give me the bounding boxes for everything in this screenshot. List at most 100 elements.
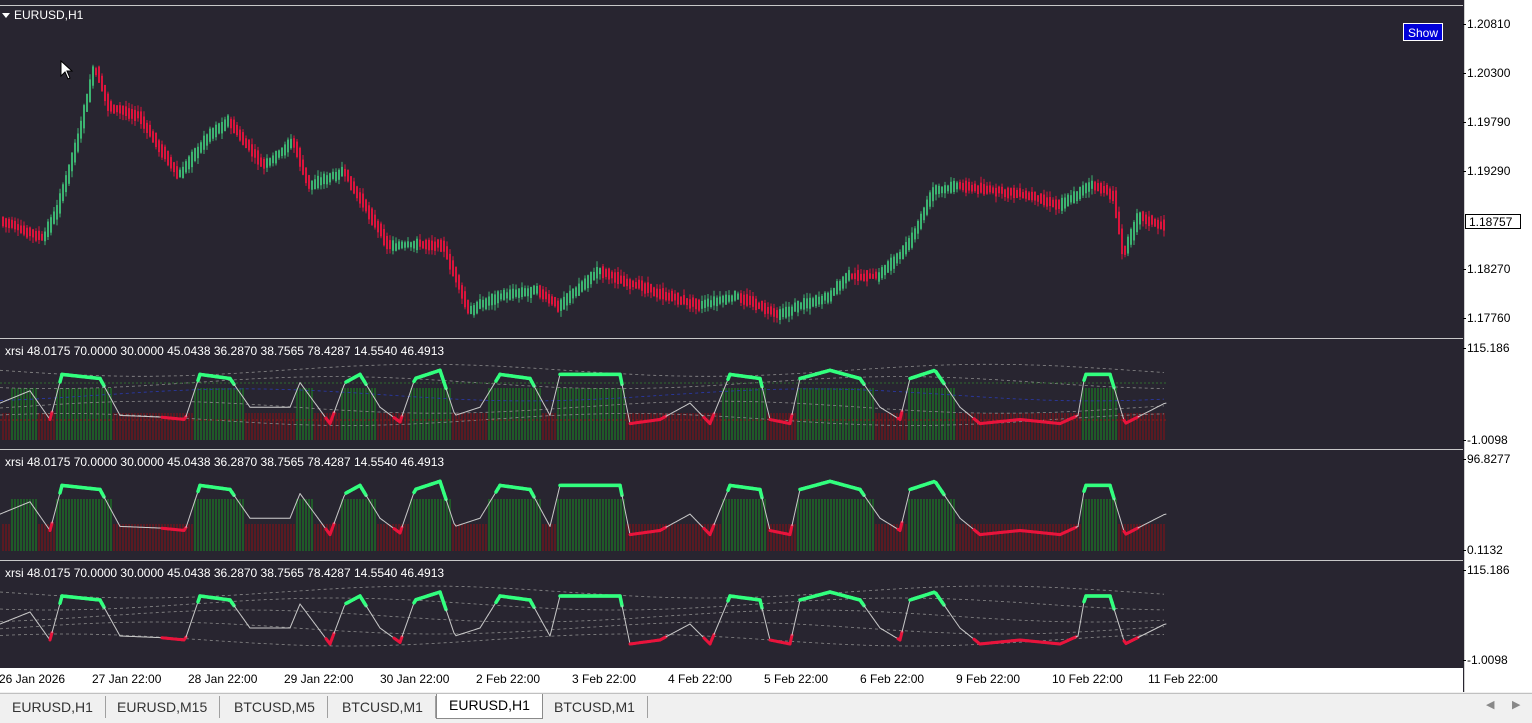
histogram-bar xyxy=(497,388,499,440)
rsi-line-segment xyxy=(406,399,408,405)
histogram-bar xyxy=(191,524,193,551)
histogram-bar xyxy=(377,413,379,440)
rsi-line-segment xyxy=(900,632,902,640)
chart-window[interactable]: EURUSD,H1 Show xrsi 48.0175 70.0000 30.0… xyxy=(0,0,1532,692)
histogram-bar xyxy=(1106,499,1108,551)
histogram-bar xyxy=(650,413,652,440)
candle-body xyxy=(311,181,313,190)
histogram-bar xyxy=(1028,524,1030,551)
histogram-bar xyxy=(521,499,523,551)
histogram-bar xyxy=(488,499,490,551)
tab-btcusd-m1-2[interactable]: BTCUSD,M1 xyxy=(542,696,648,718)
candle-body xyxy=(65,175,67,192)
histogram-bar xyxy=(179,413,181,440)
histogram-bar xyxy=(272,524,274,551)
candle-body xyxy=(332,172,334,179)
histogram-bar xyxy=(1037,524,1039,551)
histogram-bar xyxy=(116,524,118,551)
histogram-bar xyxy=(89,499,91,551)
time-axis[interactable]: 26 Jan 2026 27 Jan 22:00 28 Jan 22:00 29… xyxy=(0,668,1463,692)
time-tick: 2 Feb 22:00 xyxy=(476,672,540,686)
rsi-line-segment xyxy=(244,510,246,513)
rsi-line-segment xyxy=(790,635,792,644)
tab-eurusd-m15[interactable]: EURUSD,M15 xyxy=(105,696,220,718)
rsi-line-segment xyxy=(248,515,250,518)
histogram-bar xyxy=(1109,499,1111,551)
histogram-bar xyxy=(635,413,637,440)
candle-body xyxy=(1133,222,1135,240)
pane-divider xyxy=(0,449,1463,450)
price-pane[interactable] xyxy=(0,6,1463,337)
candle-body xyxy=(872,274,874,279)
histogram-bar xyxy=(680,413,682,440)
histogram-bar xyxy=(230,499,232,551)
histogram-bar xyxy=(593,499,595,551)
histogram-bar xyxy=(230,388,232,440)
rsi-line-segment xyxy=(364,381,366,384)
chevron-left-icon[interactable]: ◀ xyxy=(1486,698,1494,711)
histogram-bar xyxy=(425,388,427,440)
histogram-bar xyxy=(725,388,727,440)
histogram-bar xyxy=(890,413,892,440)
histogram-bar xyxy=(215,388,217,440)
candle-body xyxy=(74,143,76,163)
histogram-bar xyxy=(866,388,868,440)
histogram-bar xyxy=(785,524,787,551)
histogram-bar xyxy=(1001,413,1003,440)
histogram-bar xyxy=(440,499,442,551)
tab-eurusd-h1[interactable]: EURUSD,H1 xyxy=(0,696,106,718)
rsi-line-segment xyxy=(340,612,342,617)
tab-btcusd-m1[interactable]: BTCUSD,M1 xyxy=(330,696,436,718)
rsi-line-segment xyxy=(554,612,556,620)
show-button[interactable]: Show xyxy=(1403,23,1443,41)
candle-body xyxy=(626,279,628,286)
candle-body xyxy=(206,134,208,145)
histogram-bar xyxy=(1025,413,1027,440)
histogram-bar xyxy=(626,413,628,440)
rsi-line-segment xyxy=(244,399,246,402)
time-tick: 6 Feb 22:00 xyxy=(860,672,924,686)
histogram-bar xyxy=(1007,524,1009,551)
chevron-right-icon[interactable]: ▶ xyxy=(1512,698,1520,711)
histogram-bar xyxy=(692,413,694,440)
rsi-line-segment xyxy=(188,625,190,631)
histogram-bar xyxy=(905,524,907,551)
tab-eurusd-h1-active[interactable]: EURUSD,H1 xyxy=(436,694,543,719)
rsi-line-segment xyxy=(192,503,194,509)
candle-body xyxy=(296,142,298,157)
rsi-line-segment xyxy=(112,622,114,626)
histogram-bar xyxy=(416,388,418,440)
histogram-bar xyxy=(410,388,412,440)
candle-body xyxy=(236,125,238,135)
candle-body xyxy=(698,300,700,311)
histogram-bar xyxy=(752,499,754,551)
symbol-title[interactable]: EURUSD,H1 xyxy=(2,8,83,22)
histogram-bar xyxy=(293,413,295,440)
rsi-line-segment xyxy=(190,509,192,515)
rsi-line-segment xyxy=(1118,401,1120,408)
histogram-bar xyxy=(524,499,526,551)
candle-body xyxy=(548,294,550,303)
rsi-line-segment xyxy=(486,505,488,508)
rsi-line-segment xyxy=(32,615,34,618)
histogram-bar xyxy=(794,413,796,440)
histogram-bar xyxy=(494,499,496,551)
rsi-line-segment xyxy=(444,604,446,610)
histogram-bar xyxy=(1160,524,1162,551)
histogram-bar xyxy=(668,524,670,551)
candle-body xyxy=(224,119,226,131)
rsi-axis-bottom-1: -1.0098 xyxy=(1467,433,1508,447)
candle-body xyxy=(53,211,55,223)
candle-body xyxy=(539,285,541,297)
candle-body xyxy=(923,207,925,220)
tab-btcusd-m5[interactable]: BTCUSD,M5 xyxy=(222,696,328,718)
histogram-bar xyxy=(398,524,400,551)
candle-body xyxy=(677,293,679,305)
histogram-bar xyxy=(383,413,385,440)
histogram-bar xyxy=(407,524,409,551)
rsi-line-segment xyxy=(406,510,408,516)
histogram-bar xyxy=(716,524,718,551)
rsi-line-segment xyxy=(102,382,104,386)
rsi-line-segment xyxy=(724,606,726,611)
rsi-line-segment xyxy=(532,493,534,497)
